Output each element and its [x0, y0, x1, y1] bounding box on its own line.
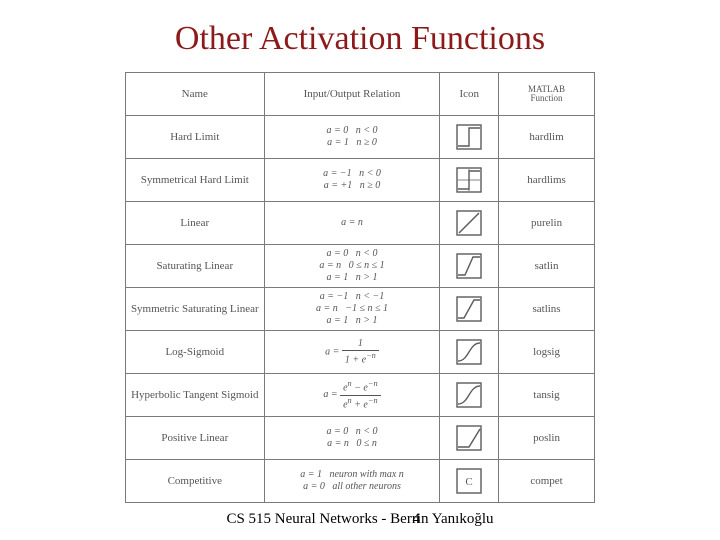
hardlims-icon	[440, 159, 499, 202]
activation-name: Symmetric Saturating Linear	[126, 288, 265, 331]
io-relation: a = 0 n < 0a = n 0 ≤ n	[264, 417, 440, 460]
table-row: Lineara = n purelin	[126, 202, 595, 245]
table-row: Hard Limita = 0 n < 0a = 1 n ≥ 0 hardlim	[126, 116, 595, 159]
activation-name: Saturating Linear	[126, 245, 265, 288]
poslin-icon	[440, 417, 499, 460]
matlab-function: hardlims	[499, 159, 595, 202]
matlab-function: purelin	[499, 202, 595, 245]
io-relation: a = en − e−nen + e−n	[264, 374, 440, 417]
table-row: Positive Lineara = 0 n < 0a = n 0 ≤ n pos…	[126, 417, 595, 460]
activation-functions-table: Name Input/Output Relation Icon MATLABFu…	[125, 72, 595, 503]
io-relation: a = 0 n < 0a = n 0 ≤ n ≤ 1a = 1 n > 1	[264, 245, 440, 288]
table-row: Saturating Lineara = 0 n < 0a = n 0 ≤ n …	[126, 245, 595, 288]
col-header-name: Name	[126, 73, 265, 116]
table-row: Log-Sigmoida = 11 + e−n logsig	[126, 331, 595, 374]
table-row: Hyperbolic Tangent Sigmoida = en − e−nen…	[126, 374, 595, 417]
tansig-icon	[440, 374, 499, 417]
matlab-function: poslin	[499, 417, 595, 460]
satlin-icon	[440, 245, 499, 288]
satlins-icon	[440, 288, 499, 331]
activation-name: Linear	[126, 202, 265, 245]
matlab-function: compet	[499, 460, 595, 503]
col-header-matlab: MATLABFunction	[499, 73, 595, 116]
io-relation: a = 0 n < 0a = 1 n ≥ 0	[264, 116, 440, 159]
footer: CS 515 Neural Networks - Berrin Yanıkoğl…	[0, 511, 720, 528]
activation-name: Positive Linear	[126, 417, 265, 460]
activation-function-figure: Name Input/Output Relation Icon MATLABFu…	[125, 72, 595, 503]
hardlim-icon	[440, 116, 499, 159]
matlab-function: logsig	[499, 331, 595, 374]
matlab-function: satlin	[499, 245, 595, 288]
matlab-function: hardlim	[499, 116, 595, 159]
io-relation: a = n	[264, 202, 440, 245]
table-row: Symmetrical Hard Limita = −1 n < 0a = +1…	[126, 159, 595, 202]
io-relation: a = 11 + e−n	[264, 331, 440, 374]
footer-text: CS 515 Neural Networks - Berrin Yanıkoğl…	[226, 511, 493, 527]
activation-name: Symmetrical Hard Limit	[126, 159, 265, 202]
io-relation: a = 1 neuron with max na = 0 all other n…	[264, 460, 440, 503]
table-row: Symmetric Saturating Lineara = −1 n < −1…	[126, 288, 595, 331]
col-header-icon: Icon	[440, 73, 499, 116]
compet-icon: C	[440, 460, 499, 503]
purelin-icon	[440, 202, 499, 245]
svg-text:C: C	[466, 476, 473, 488]
table-row: Competitivea = 1 neuron with max na = 0 …	[126, 460, 595, 503]
page-number: 4	[413, 511, 421, 528]
col-header-relation: Input/Output Relation	[264, 73, 440, 116]
activation-name: Hyperbolic Tangent Sigmoid	[126, 374, 265, 417]
activation-name: Log-Sigmoid	[126, 331, 265, 374]
matlab-function: tansig	[499, 374, 595, 417]
matlab-function: satlins	[499, 288, 595, 331]
io-relation: a = −1 n < 0a = +1 n ≥ 0	[264, 159, 440, 202]
logsig-icon	[440, 331, 499, 374]
slide-title: Other Activation Functions	[40, 20, 680, 58]
activation-name: Competitive	[126, 460, 265, 503]
activation-name: Hard Limit	[126, 116, 265, 159]
io-relation: a = −1 n < −1a = n −1 ≤ n ≤ 1a = 1 n > 1	[264, 288, 440, 331]
